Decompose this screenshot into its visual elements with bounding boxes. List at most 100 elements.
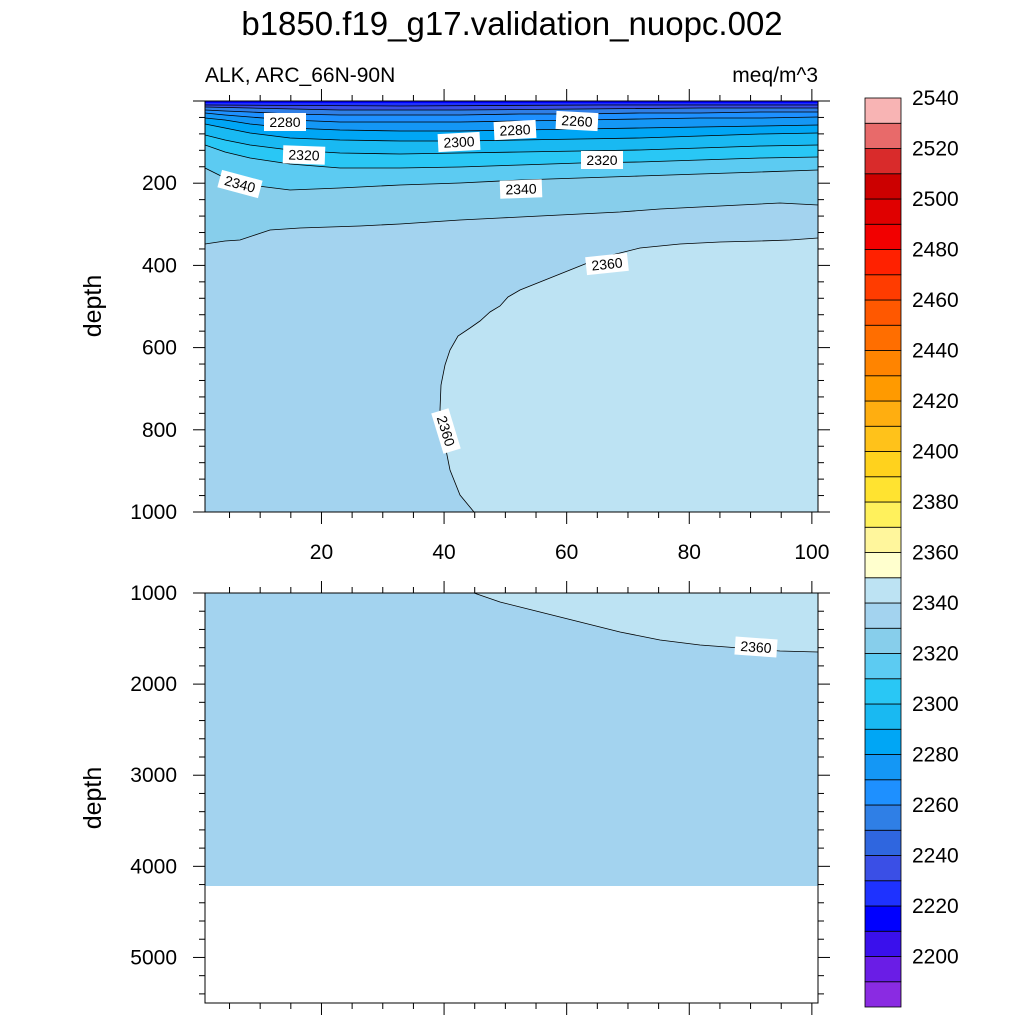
colorbar-box <box>864 324 902 351</box>
contour-label: 2260 <box>555 110 599 132</box>
colorbar-box <box>864 526 902 553</box>
colorbar-label: 2540 <box>912 87 959 110</box>
lower-y-axis-label: depth <box>79 767 107 830</box>
svg-text:2360: 2360 <box>740 638 772 656</box>
colorbar-label: 2260 <box>912 794 959 817</box>
colorbar-label: 2440 <box>912 340 959 363</box>
contour-line <box>205 112 818 123</box>
upper-contour-labels: 2260 2280 2280 2300 2320 2320 <box>217 110 629 454</box>
colorbar-box <box>864 855 902 882</box>
colorbar-box <box>864 350 902 377</box>
y-tick-label: 3000 <box>130 764 177 787</box>
colorbar-box <box>864 829 902 856</box>
contour-label: 2280 <box>264 113 306 131</box>
colorbar-box <box>864 653 902 680</box>
colorbar-box <box>864 249 902 276</box>
colorbar-box <box>864 804 902 831</box>
svg-text:2320: 2320 <box>586 152 617 168</box>
x-tick-label: 100 <box>794 541 829 564</box>
colorbar-box <box>864 198 902 225</box>
contour-line <box>205 134 818 155</box>
colorbar-label: 2340 <box>912 592 959 615</box>
contour-line <box>205 109 818 116</box>
upper-y-tick-labels: 200 400 600 800 1000 <box>130 172 177 524</box>
contour-line <box>205 202 818 245</box>
y-tick-label: 4000 <box>130 855 177 878</box>
colorbar-box <box>864 754 902 781</box>
x-tick-label: 60 <box>555 541 578 564</box>
colorbar-label: 2360 <box>912 542 959 565</box>
y-tick-label: 200 <box>142 172 177 195</box>
y-tick-label: 400 <box>142 254 177 277</box>
contour-label: 2300 <box>437 131 481 153</box>
colorbar-box <box>864 97 902 124</box>
colorbar-box <box>864 981 902 1008</box>
colorbar-box <box>864 627 902 654</box>
colorbar-box <box>864 577 902 604</box>
colorbar-label: 2220 <box>912 895 959 918</box>
fill-2360-2370 <box>474 593 818 652</box>
colorbar-label: 2460 <box>912 289 959 312</box>
contour-line <box>205 104 818 107</box>
colorbar-label: 2300 <box>912 693 959 716</box>
svg-text:2320: 2320 <box>288 146 320 163</box>
upper-y-axis-label: depth <box>79 275 107 338</box>
units-label: meq/m^3 <box>732 64 818 87</box>
contour-label: 2340 <box>217 169 263 199</box>
colorbar-box <box>864 703 902 730</box>
y-tick-label: 600 <box>142 337 177 360</box>
svg-text:2300: 2300 <box>443 133 475 151</box>
contour-label: 2360 <box>734 636 778 658</box>
contour-line <box>205 117 818 132</box>
contour-label: 2360 <box>585 252 629 276</box>
y-tick-label: 2000 <box>130 673 177 696</box>
y-tick-label: 1000 <box>130 501 177 524</box>
svg-text:2280: 2280 <box>269 114 300 130</box>
colorbar-labels: 2200 2220 2240 2260 2280 2300 2320 2340 2360 2380… <box>912 87 959 969</box>
colorbar-box <box>864 400 902 427</box>
colorbar-box <box>864 905 902 932</box>
colorbar-box <box>864 223 902 250</box>
contour-label: 2320 <box>282 145 326 165</box>
colorbar: 2200 2220 2240 2260 2280 2300 2320 2340 2360 2380… <box>864 87 959 1008</box>
colorbar-box <box>864 476 902 503</box>
seafloor-mask <box>205 886 818 1003</box>
y-tick-label: 800 <box>142 419 177 442</box>
chart-title: b1850.f19_g17.validation_nuopc.002 <box>241 5 782 42</box>
y-tick-label: 1000 <box>130 582 177 605</box>
svg-text:2340: 2340 <box>505 180 537 197</box>
colorbar-box <box>864 728 902 755</box>
colorbar-box <box>864 956 902 983</box>
contour-line <box>205 106 818 111</box>
colorbar-box <box>864 930 902 957</box>
colorbar-box <box>864 678 902 705</box>
colorbar-label: 2320 <box>912 643 959 666</box>
lower-y-tick-labels: 1000 2000 3000 4000 5000 <box>130 582 177 969</box>
lower-frame <box>204 592 819 1004</box>
colorbar-label: 2280 <box>912 744 959 767</box>
lower-ticks <box>193 581 830 1015</box>
variable-label: ALK, ARC_66N-90N <box>205 64 395 87</box>
colorbar-box <box>864 173 902 200</box>
x-tick-label: 80 <box>678 541 701 564</box>
colorbar-label: 2200 <box>912 946 959 969</box>
upper-frame <box>204 100 819 513</box>
colorbar-label: 2480 <box>912 239 959 262</box>
colorbar-box <box>864 552 902 579</box>
upper-fill <box>205 101 818 512</box>
colorbar-box <box>864 880 902 907</box>
contour-label: 2340 <box>499 179 543 199</box>
colorbar-boxes <box>864 97 902 1008</box>
x-tick-label: 40 <box>432 541 455 564</box>
y-tick-label: 5000 <box>130 946 177 969</box>
colorbar-label: 2520 <box>912 138 959 161</box>
colorbar-box <box>864 425 902 452</box>
colorbar-label: 2240 <box>912 845 959 868</box>
colorbar-box <box>864 274 902 301</box>
upper-ticks <box>193 89 830 524</box>
colorbar-box <box>864 299 902 326</box>
upper-x-tick-labels: 20 40 60 80 100 <box>310 541 830 564</box>
colorbar-box <box>864 501 902 528</box>
colorbar-label: 2500 <box>912 188 959 211</box>
